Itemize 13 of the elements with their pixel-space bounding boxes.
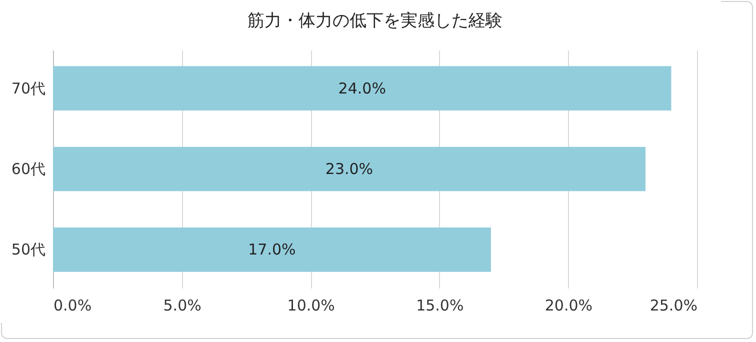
x-tick-label: 25.0% xyxy=(650,296,698,314)
data-label: 23.0% xyxy=(325,160,374,178)
y-tick-label: 70代 xyxy=(11,79,46,98)
x-tick-label: 5.0% xyxy=(163,296,202,314)
data-label: 17.0% xyxy=(248,240,296,259)
chart-title: 筋力・体力の低下を実感した経験 xyxy=(248,11,502,31)
y-tick-label: 60代 xyxy=(11,160,46,178)
y-tick-label: 50代 xyxy=(11,240,46,259)
x-tick-label: 0.0% xyxy=(54,296,92,314)
data-label: 24.0% xyxy=(338,79,386,98)
x-tick-label: 10.0% xyxy=(287,296,335,314)
x-tick-label: 20.0% xyxy=(544,296,593,314)
x-tick-label: 15.0% xyxy=(416,296,464,314)
